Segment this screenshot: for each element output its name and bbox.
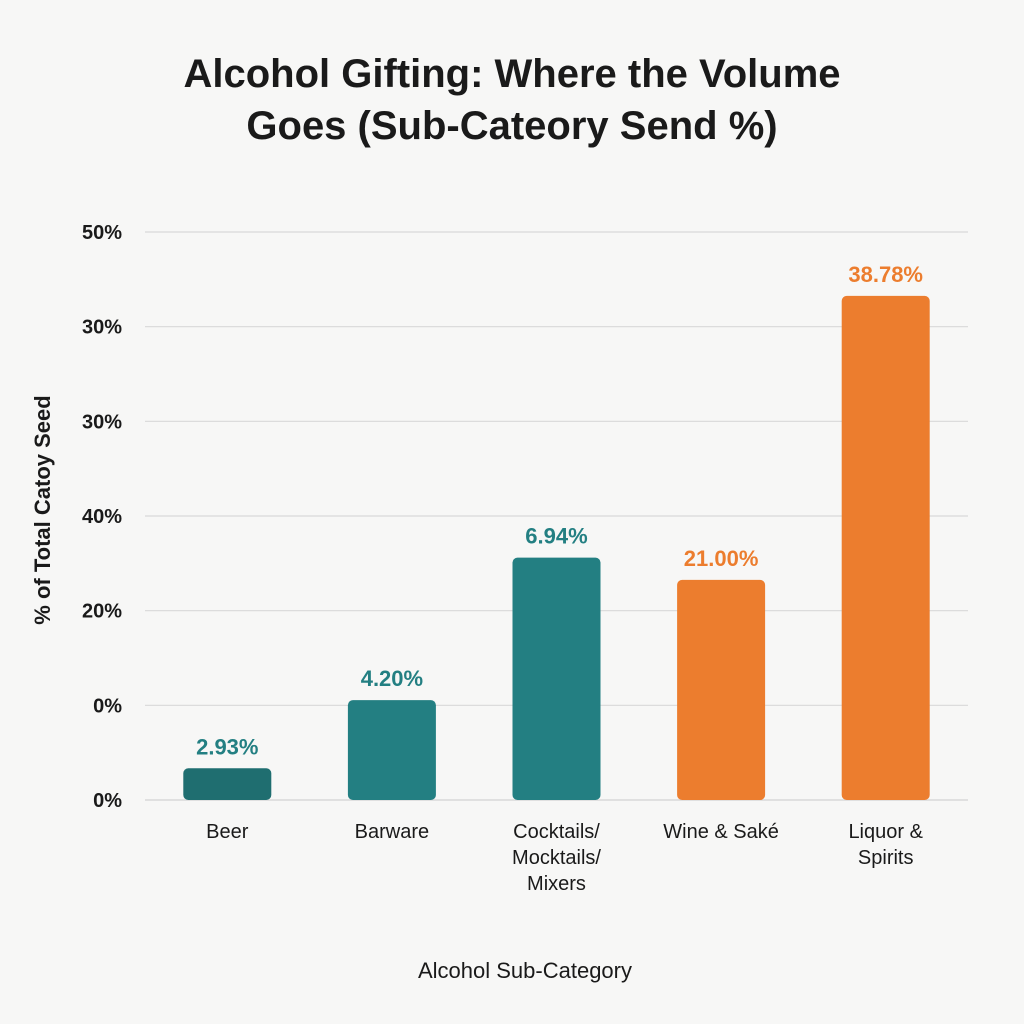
chart-title: Alcohol Gifting: Where the Volume Goes (… [112, 48, 912, 152]
x-tick-label-line: Wine & Saké [663, 821, 779, 843]
x-tick-label-line: Mixers [527, 873, 586, 895]
y-tick-label: 50% [82, 222, 122, 244]
x-tick-label-line: Liquor & [848, 821, 923, 843]
x-tick-label: Cocktails/Mocktails/Mixers [512, 821, 601, 895]
x-tick-label: Liquor & Spirits [848, 821, 923, 869]
bar [841, 295, 930, 800]
bar [512, 557, 601, 800]
x-tick-label: Barware [355, 821, 429, 843]
x-axis-label: Alcohol Sub-Category [418, 958, 632, 983]
x-tick-label: Beer [206, 821, 249, 843]
y-tick-label: 40% [82, 506, 122, 528]
x-tick-label-line: Barware [355, 821, 429, 843]
bar-value-label: 6.94% [525, 524, 587, 549]
x-tick-label-line: Cocktails/ [513, 821, 600, 843]
bar-value-label: 4.20% [361, 666, 423, 691]
y-tick-label: 0% [93, 695, 122, 717]
bar [347, 700, 436, 800]
bar-value-label: 38.78% [848, 262, 923, 287]
y-tick-label: 30% [82, 317, 122, 339]
bar [183, 768, 272, 800]
x-tick-label: Wine & Saké [663, 821, 779, 843]
y-tick-label: 20% [82, 601, 122, 623]
y-axis-label: % of Total Catoy Seed [30, 395, 55, 624]
x-tick-label-line: Beer [206, 821, 249, 843]
x-tick-label-line: Spirits [858, 847, 914, 869]
bar-value-label: 21.00% [684, 546, 759, 571]
chart-title-line-2: Goes (Sub-Cateory Send %) [246, 104, 778, 148]
chart-title-line-1: Alcohol Gifting: Where the Volume [183, 52, 841, 96]
y-tick-label: 0% [93, 790, 122, 812]
y-tick-label: 30% [82, 411, 122, 433]
x-tick-label-line: Mocktails/ [512, 847, 601, 869]
bar-value-label: 2.93% [196, 734, 258, 759]
bar [677, 579, 766, 800]
